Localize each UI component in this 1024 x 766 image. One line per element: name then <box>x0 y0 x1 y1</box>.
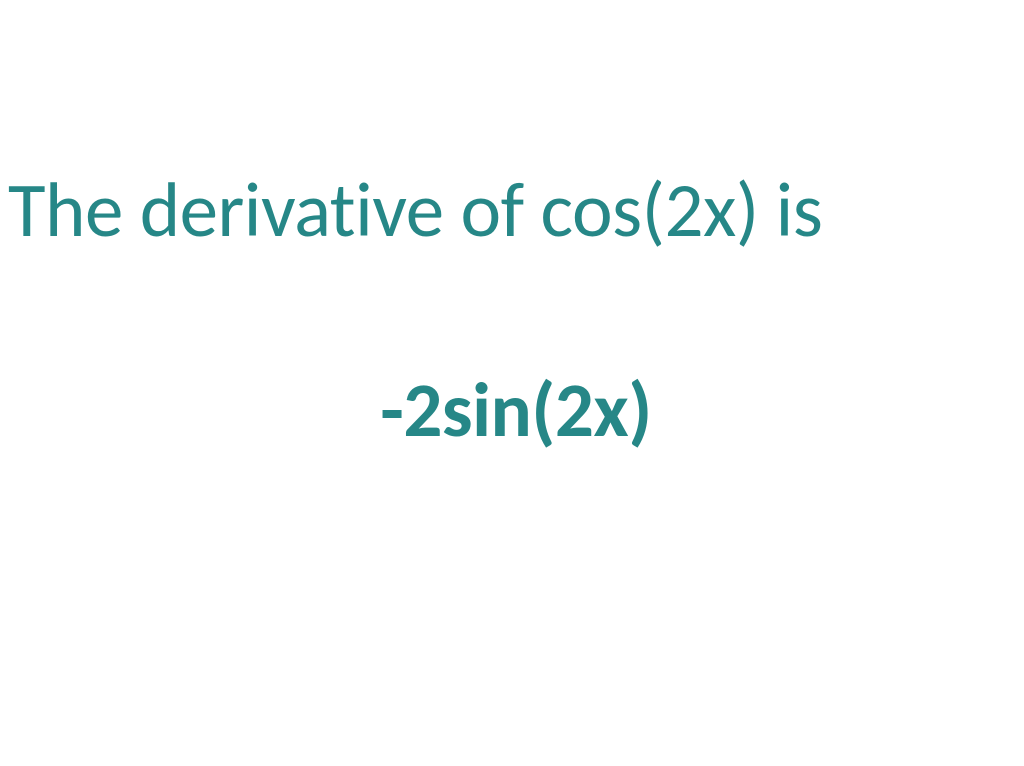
answer-text: -2sin(2x) <box>8 368 1024 453</box>
slide-content: The derivative of cos(2x) is -2sin(2x) <box>0 168 1024 452</box>
statement-text: The derivative of cos(2x) is <box>8 168 1024 253</box>
